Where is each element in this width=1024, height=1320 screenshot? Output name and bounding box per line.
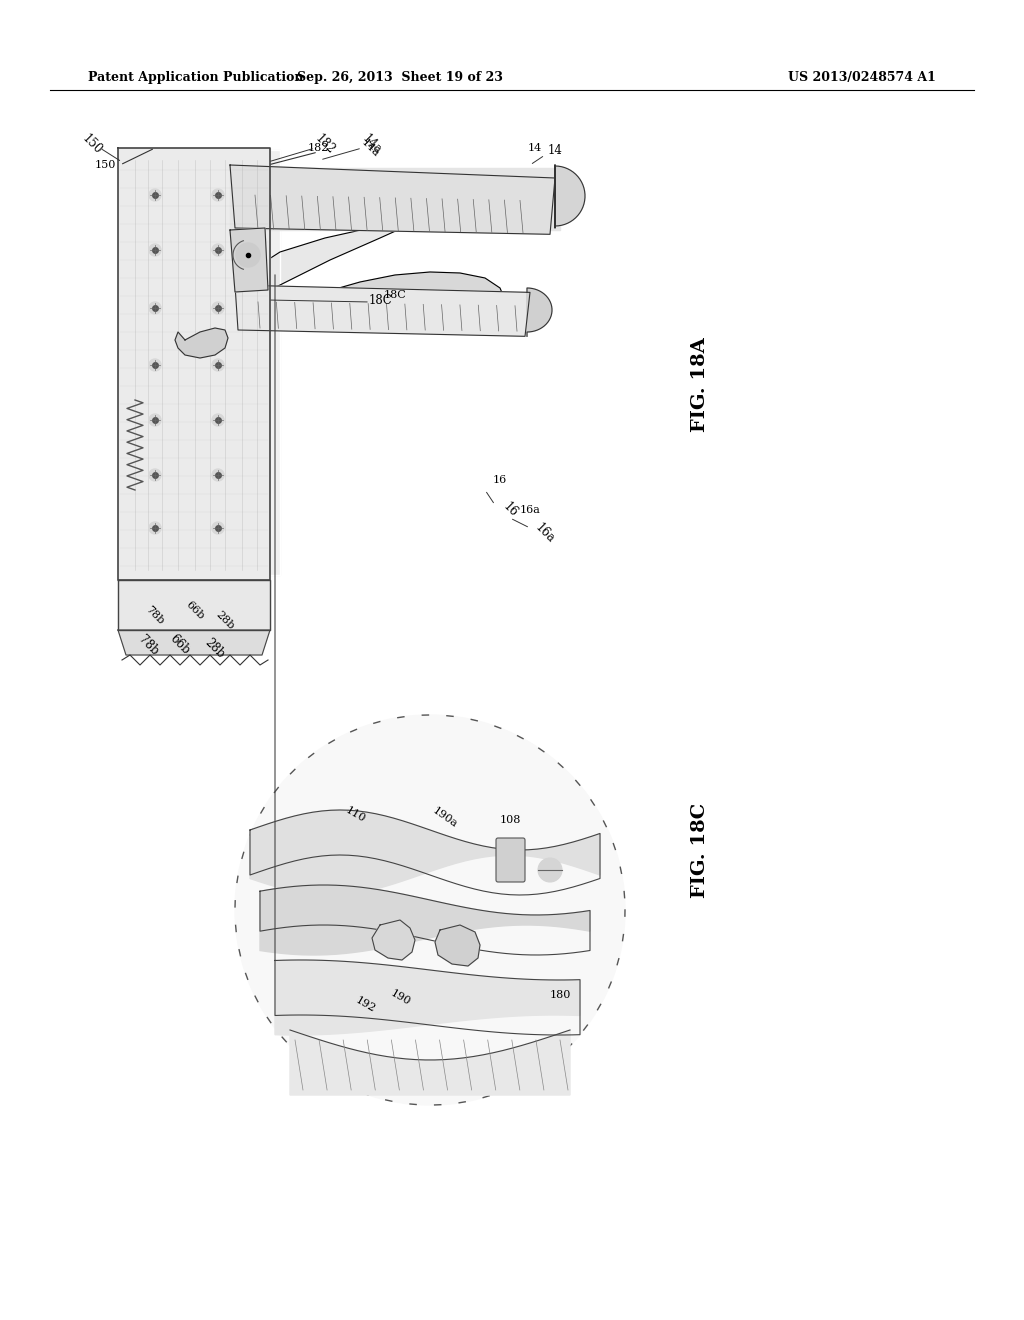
Text: 110: 110 <box>343 805 367 825</box>
Circle shape <box>150 244 161 256</box>
Circle shape <box>150 302 161 314</box>
Text: FIG. 18A: FIG. 18A <box>691 338 709 433</box>
Polygon shape <box>118 579 270 630</box>
Text: 16: 16 <box>500 500 520 520</box>
Text: 14a: 14a <box>359 137 381 158</box>
Text: 78b: 78b <box>135 632 161 657</box>
Text: 182: 182 <box>307 143 329 153</box>
Circle shape <box>212 302 224 314</box>
Polygon shape <box>245 272 505 333</box>
Text: FIG. 18C: FIG. 18C <box>691 803 709 898</box>
Circle shape <box>150 189 161 201</box>
Circle shape <box>150 521 161 535</box>
Text: 16a: 16a <box>519 506 541 515</box>
Text: 180: 180 <box>549 990 570 1001</box>
Polygon shape <box>435 925 480 966</box>
Circle shape <box>236 243 260 267</box>
Circle shape <box>212 244 224 256</box>
Text: 18C: 18C <box>368 293 392 306</box>
Text: 192: 192 <box>353 995 377 1015</box>
Polygon shape <box>372 920 415 960</box>
Circle shape <box>212 414 224 426</box>
Text: 28b: 28b <box>214 609 237 631</box>
Polygon shape <box>175 327 228 358</box>
Text: 16: 16 <box>493 475 507 484</box>
Circle shape <box>212 521 224 535</box>
Text: 14: 14 <box>548 144 562 157</box>
Polygon shape <box>230 165 555 235</box>
Text: 66b: 66b <box>167 632 193 657</box>
Text: Patent Application Publication: Patent Application Publication <box>88 71 303 84</box>
Text: 108: 108 <box>500 814 520 825</box>
Circle shape <box>212 359 224 371</box>
Text: 182: 182 <box>312 132 338 156</box>
FancyBboxPatch shape <box>496 838 525 882</box>
Text: US 2013/0248574 A1: US 2013/0248574 A1 <box>788 71 936 84</box>
Text: 14: 14 <box>528 143 542 153</box>
Circle shape <box>212 469 224 480</box>
Text: 190a: 190a <box>431 807 460 830</box>
Circle shape <box>212 189 224 201</box>
Polygon shape <box>230 228 268 292</box>
Text: 190: 190 <box>388 989 412 1007</box>
Text: 150: 150 <box>80 132 104 157</box>
Polygon shape <box>234 285 530 337</box>
Circle shape <box>150 469 161 480</box>
Text: 14a: 14a <box>359 132 384 156</box>
Polygon shape <box>245 198 565 294</box>
Circle shape <box>150 414 161 426</box>
Polygon shape <box>125 150 280 576</box>
Polygon shape <box>118 148 270 579</box>
Polygon shape <box>290 1030 570 1096</box>
Polygon shape <box>275 960 580 1035</box>
Polygon shape <box>555 165 585 228</box>
Circle shape <box>150 359 161 371</box>
Circle shape <box>538 858 562 882</box>
Text: 150: 150 <box>94 160 116 170</box>
Polygon shape <box>250 810 600 895</box>
Polygon shape <box>527 288 552 337</box>
Text: 18C: 18C <box>384 290 407 300</box>
Text: 16a: 16a <box>532 520 557 545</box>
Text: 66b: 66b <box>184 599 206 622</box>
Text: 78b: 78b <box>144 605 166 626</box>
Circle shape <box>234 715 625 1105</box>
Polygon shape <box>118 630 270 655</box>
Polygon shape <box>260 884 590 954</box>
Text: Sep. 26, 2013  Sheet 19 of 23: Sep. 26, 2013 Sheet 19 of 23 <box>297 71 503 84</box>
Text: 28b: 28b <box>203 635 227 660</box>
